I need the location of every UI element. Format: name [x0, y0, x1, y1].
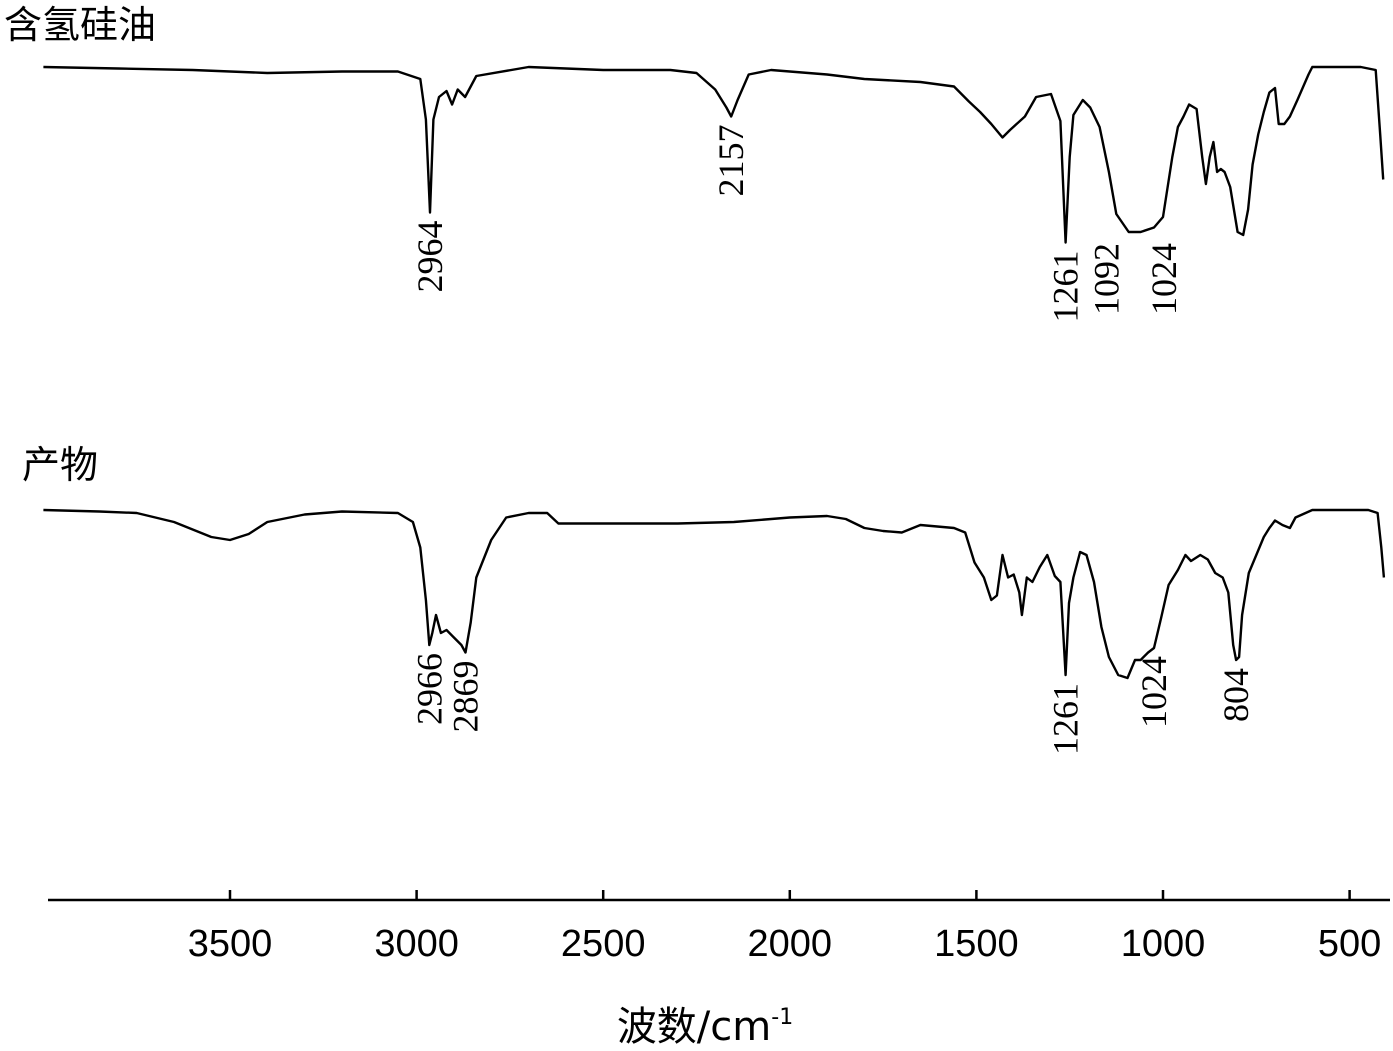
peak-label: 2966 — [409, 653, 449, 725]
peak-label: 1092 — [1087, 243, 1127, 315]
x-tick-label: 2000 — [748, 923, 833, 965]
peak-label: 1261 — [1046, 683, 1086, 755]
series-label-2: 产物 — [22, 443, 98, 487]
spectrum-line-1 — [43, 65, 1385, 244]
x-tick-label: 500 — [1318, 923, 1381, 965]
peak-label: 1024 — [1134, 656, 1174, 728]
peak-label: 2869 — [446, 661, 486, 733]
spectrum-line-2 — [43, 508, 1386, 680]
x-tick-label: 1000 — [1121, 923, 1206, 965]
peak-label: 1261 — [1046, 251, 1086, 323]
x-tick-label: 2500 — [561, 923, 646, 965]
peak-label: 804 — [1216, 668, 1256, 722]
x-tick-label: 3000 — [374, 923, 459, 965]
x-tick-label: 1500 — [934, 923, 1019, 965]
peak-label: 1024 — [1144, 243, 1184, 315]
series-layer — [43, 65, 1386, 680]
peak-label: 2964 — [410, 221, 450, 293]
series-label-1: 含氢硅油 — [4, 3, 156, 47]
peak-label: 2157 — [711, 125, 751, 197]
x-axis-ticks: 3500 3000 2500 2000 1500 1000 500 — [188, 890, 1381, 965]
x-axis-title-superscript: -1 — [771, 1005, 793, 1030]
x-axis-title: 波数/cm-1 — [617, 1004, 793, 1050]
x-tick-label: 3500 — [188, 923, 273, 965]
